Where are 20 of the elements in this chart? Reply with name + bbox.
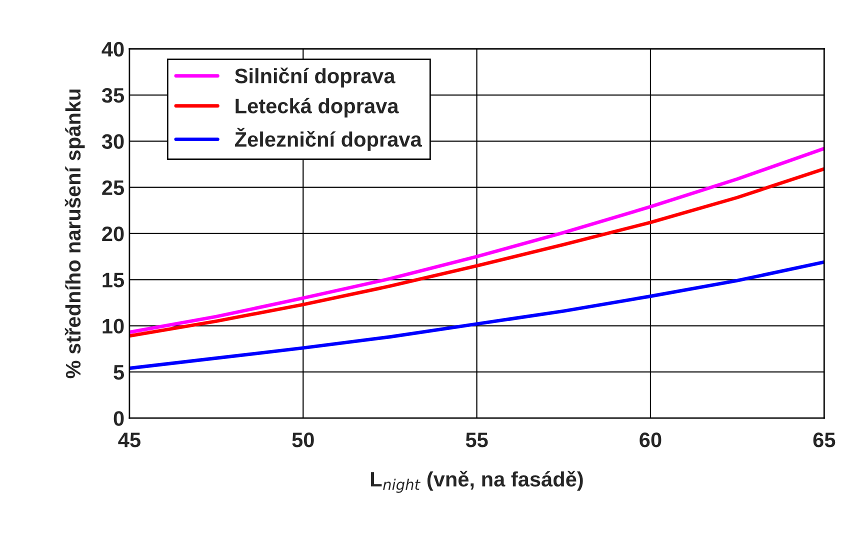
x-tick-label: 50 [292,432,314,448]
x-tick-label: 65 [813,432,836,448]
x-tick-label: 45 [118,432,140,448]
y-tick-label: 15 [102,272,124,288]
legend-label: Silniční doprava [234,68,396,88]
y-tick-label: 20 [102,226,124,242]
y-tick-label: 5 [114,365,124,380]
y-tick-label: 40 [102,42,124,57]
y-axis-title: % středního narušení spánku [64,90,85,378]
legend-label: Letecká doprava [236,98,399,118]
y-tick-label: 0 [114,411,124,426]
x-axis-title: L$_{night}$ (vně, na fasádě) [371,470,583,493]
y-tick-label: 30 [102,134,124,149]
y-tick-label: 10 [102,318,124,334]
x-tick-label: 60 [640,432,662,448]
line-series [129,260,824,370]
y-tick-label: 25 [102,180,124,196]
y-tick-label: 35 [102,88,124,103]
legend-label: Železniční doprava [234,128,422,151]
x-tick-label: 55 [466,432,488,448]
